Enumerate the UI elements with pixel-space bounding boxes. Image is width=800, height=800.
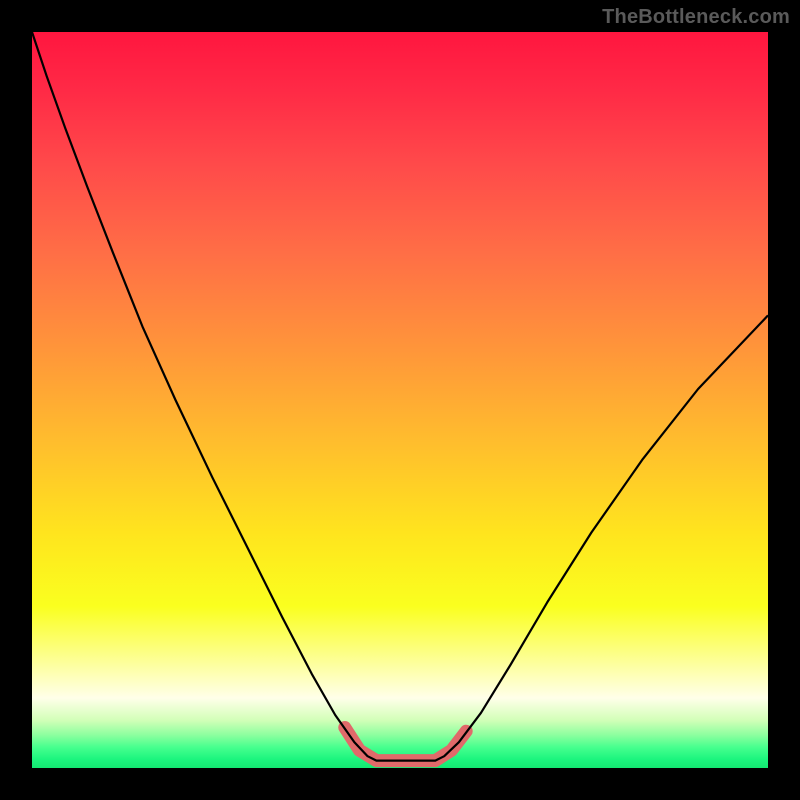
chart-frame: TheBottleneck.com: [0, 0, 800, 800]
watermark-text: TheBottleneck.com: [602, 6, 790, 29]
bottleneck-curve: [32, 32, 768, 761]
trough-highlight: [345, 728, 466, 761]
curve-layer: [32, 32, 768, 768]
plot-area: [32, 32, 768, 768]
